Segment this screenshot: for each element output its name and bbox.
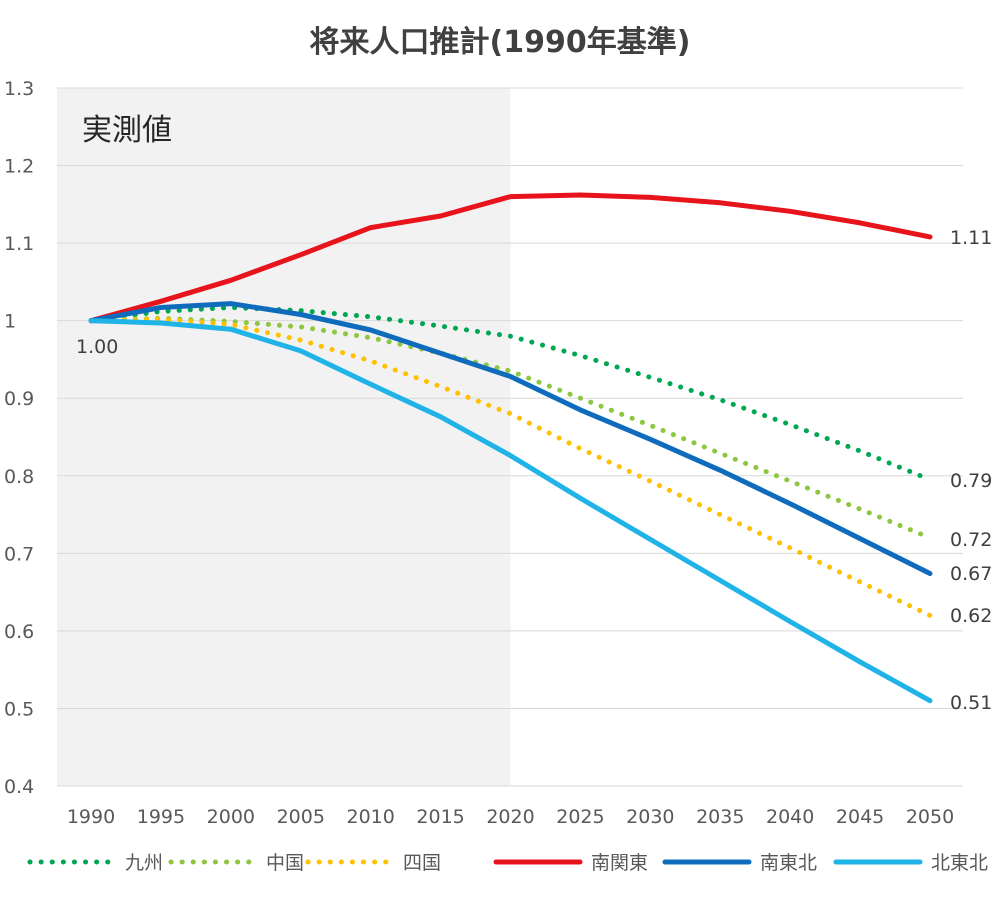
legend: 九州 中国 四国 南関東 南東北 北東北 (27, 852, 988, 874)
y-tick-label: 0.7 (4, 543, 34, 565)
legend-label: 九州 (125, 852, 163, 874)
y-tick-label: 1.3 (4, 78, 34, 100)
x-tick-label: 2040 (766, 806, 814, 828)
x-tick-label: 2000 (207, 806, 255, 828)
shaded-region-layer: 実測値 (57, 88, 511, 786)
x-tick-label: 2015 (416, 806, 464, 828)
chart-title: 将来人口推計(1990年基準) (310, 25, 691, 60)
x-tick-label: 2030 (626, 806, 674, 828)
y-axis-ticks: 0.4 0.5 0.6 0.7 0.8 0.9 1 1.1 1.2 1.3 (4, 78, 34, 798)
series-lines (88, 192, 933, 704)
end-value-label: 0.62 (950, 605, 992, 627)
x-tick-label: 2035 (696, 806, 744, 828)
series-line-九州 (88, 305, 933, 483)
start-value-label: 1.00 (76, 336, 118, 358)
series-line-北東北 (88, 318, 933, 704)
x-axis-ticks: 1990 1995 2000 2005 2010 2015 2020 2025 2030 2035… (67, 806, 954, 828)
legend-label: 南関東 (591, 852, 648, 874)
series-line-南東北 (88, 301, 933, 576)
end-value-label: 0.79 (950, 470, 992, 492)
x-tick-label: 2020 (486, 806, 534, 828)
end-value-label: 0.67 (950, 563, 992, 585)
x-tick-label: 2025 (556, 806, 604, 828)
y-tick-label: 0.5 (4, 698, 34, 720)
y-tick-label: 0.6 (4, 621, 34, 643)
legend-label: 四国 (403, 852, 441, 874)
y-tick-label: 1.2 (4, 156, 34, 178)
y-tick-label: 1.1 (4, 233, 34, 255)
x-tick-label: 2010 (346, 806, 394, 828)
y-tick-label: 1 (4, 311, 16, 333)
end-value-label: 0.51 (950, 692, 992, 714)
observed-shaded-region (57, 88, 511, 786)
x-tick-label: 1995 (137, 806, 185, 828)
legend-label: 南東北 (760, 852, 817, 874)
y-tick-label: 0.8 (4, 466, 34, 488)
x-tick-label: 2005 (277, 806, 325, 828)
y-tick-label: 0.9 (4, 388, 34, 410)
end-value-label: 0.72 (950, 529, 992, 551)
end-value-label: 1.11 (950, 227, 992, 249)
gridlines (57, 87, 963, 787)
legend-label: 中国 (266, 852, 304, 874)
data-labels: 0.79 0.72 0.62 1.11 0.67 0.51 1.00 (76, 227, 992, 714)
series-line-四国 (88, 316, 933, 618)
legend-label: 北東北 (931, 852, 988, 874)
x-tick-label: 2045 (836, 806, 884, 828)
y-tick-label: 0.4 (4, 776, 34, 798)
x-tick-label: 2050 (906, 806, 954, 828)
observed-region-label: 実測値 (82, 113, 172, 148)
x-tick-label: 1990 (67, 806, 115, 828)
series-line-南関東 (88, 192, 933, 324)
